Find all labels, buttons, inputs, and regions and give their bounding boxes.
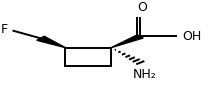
- Text: NH₂: NH₂: [133, 68, 156, 81]
- Polygon shape: [37, 36, 65, 48]
- Text: OH: OH: [182, 30, 201, 43]
- Polygon shape: [111, 35, 143, 48]
- Text: F: F: [1, 23, 8, 36]
- Text: O: O: [137, 1, 147, 14]
